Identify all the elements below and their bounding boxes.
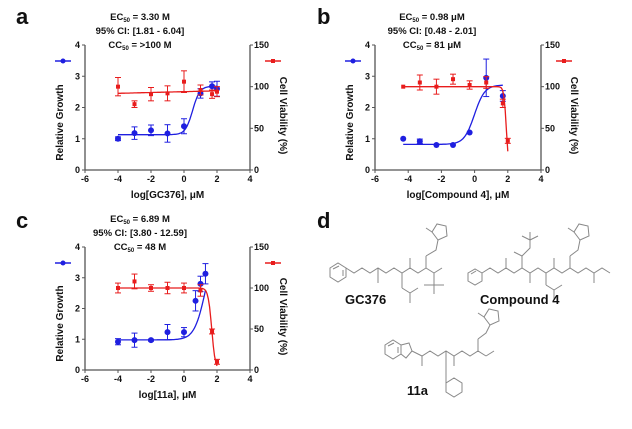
compound4-label: Compound 4 xyxy=(480,292,560,307)
panel-label-a: a xyxy=(16,4,29,29)
11a-label: 11a xyxy=(407,383,428,398)
11a-structure xyxy=(384,308,500,398)
panel-label-d: d xyxy=(317,208,331,233)
gc376-label: GC376 xyxy=(345,292,387,307)
panel-label-c: c xyxy=(16,208,29,233)
compound4-structure xyxy=(467,223,611,300)
panel-label-b: b xyxy=(317,4,331,29)
gc376-structure xyxy=(329,223,448,303)
